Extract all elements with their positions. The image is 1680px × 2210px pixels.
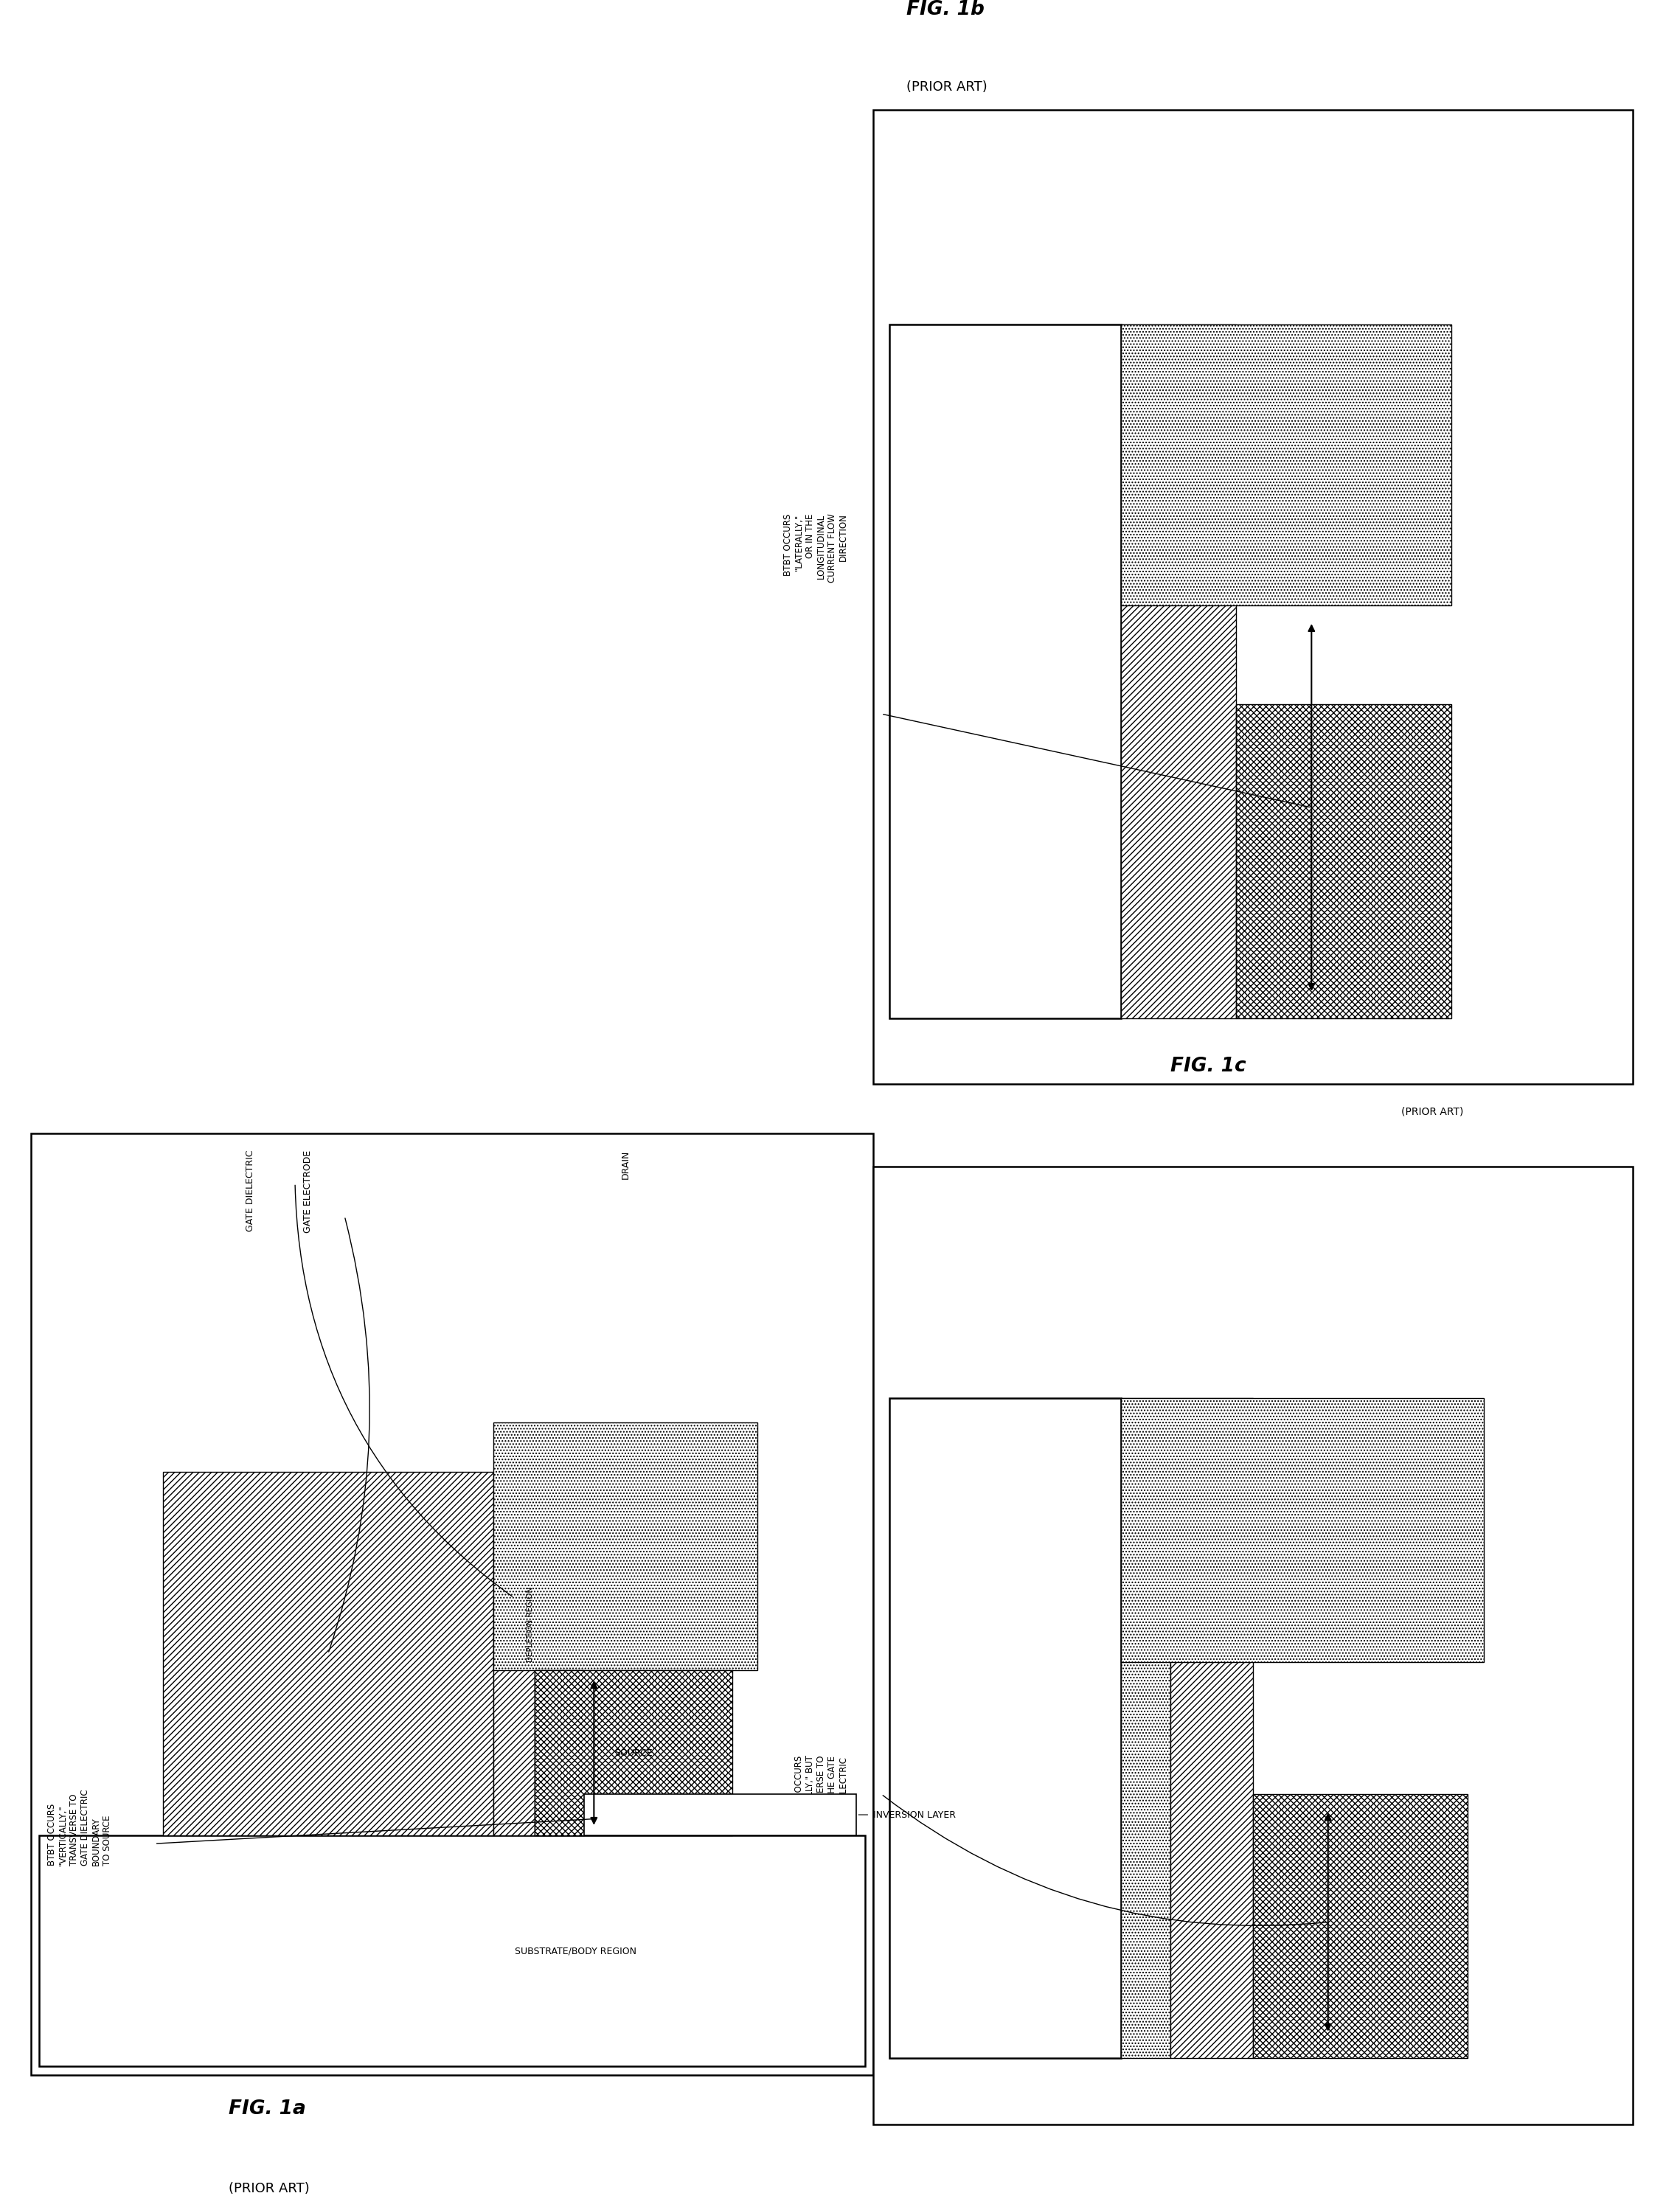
Text: GATE DIELECTRIC: GATE DIELECTRIC — [245, 1149, 255, 1231]
Text: FIG. 1c: FIG. 1c — [1171, 1056, 1247, 1076]
Text: DRAIN: DRAIN — [620, 1149, 630, 1180]
Text: SOURCE: SOURCE — [615, 1748, 652, 1757]
Text: (PRIOR ART): (PRIOR ART) — [906, 80, 986, 93]
Bar — [1121, 325, 1236, 1019]
Bar — [1121, 1397, 1171, 2058]
Bar — [1121, 1397, 1483, 1662]
Text: (PRIOR ART): (PRIOR ART) — [1401, 1107, 1463, 1116]
Bar — [874, 110, 1633, 1085]
Text: FIG. 1b: FIG. 1b — [906, 0, 984, 20]
Bar — [1171, 1397, 1253, 2058]
Bar — [1253, 1795, 1468, 2058]
Bar — [30, 1134, 874, 2075]
Bar — [534, 1671, 585, 1834]
Text: (PRIOR ART): (PRIOR ART) — [228, 2181, 309, 2195]
Text: FIG. 1a: FIG. 1a — [228, 2100, 306, 2119]
Bar — [889, 1397, 1121, 2058]
Bar — [1121, 325, 1452, 606]
Text: SUBSTRATE/BODY REGION: SUBSTRATE/BODY REGION — [516, 1947, 637, 1956]
Bar — [494, 1423, 758, 1671]
Bar — [163, 1472, 494, 1834]
Text: BTBT OCCURS
"LATERALLY," BUT
TRANSVERSE TO
THE GATE
DIELECTRIC: BTBT OCCURS "LATERALLY," BUT TRANSVERSE … — [795, 1755, 848, 1832]
Text: BTBT OCCURS
"VERTICALLY,"
TRANSVERSE TO
GATE DIELECTRIC
BOUNDARY
TO SOURCE: BTBT OCCURS "VERTICALLY," TRANSVERSE TO … — [47, 1788, 113, 1865]
Text: INVERSION LAYER: INVERSION LAYER — [874, 1810, 956, 1819]
Bar — [534, 1671, 732, 1834]
Bar — [494, 1538, 534, 1834]
Text: GATE ELECTRODE: GATE ELECTRODE — [304, 1149, 312, 1233]
Bar — [1236, 705, 1452, 1019]
Text: BTBT OCCURS
"LATERALLY,"
OR IN THE
LONGITUDINAL
CURRENT FLOW
DIRECTION: BTBT OCCURS "LATERALLY," OR IN THE LONGI… — [783, 513, 848, 583]
Bar — [585, 1795, 857, 1834]
Bar — [889, 325, 1121, 1019]
Text: DEPLETION REGION: DEPLETION REGION — [526, 1587, 534, 1662]
Bar — [39, 1834, 865, 2066]
Bar — [874, 1167, 1633, 2124]
